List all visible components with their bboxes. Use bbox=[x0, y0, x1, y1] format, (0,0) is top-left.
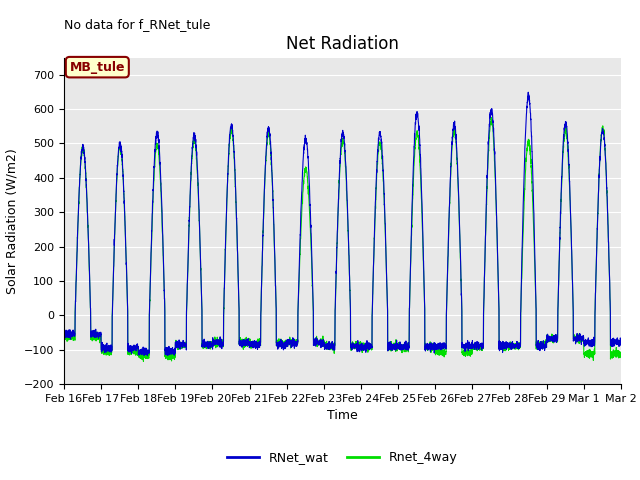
RNet_wat bbox=[436, 341, 444, 347]
Y-axis label: Solar Radiation (W/m2): Solar Radiation (W/m2) bbox=[5, 148, 18, 294]
Rnet_4way bbox=[617, 349, 625, 355]
RNet_wat bbox=[322, 346, 330, 352]
Rnet_4way bbox=[436, 347, 444, 353]
RNet_wat bbox=[467, 344, 475, 350]
Rnet_4way bbox=[161, 286, 168, 292]
Legend: RNet_wat, Rnet_4way: RNet_wat, Rnet_4way bbox=[223, 446, 462, 469]
Rnet_4way bbox=[60, 332, 68, 337]
RNet_wat bbox=[524, 89, 532, 95]
RNet_wat bbox=[617, 339, 625, 345]
Line: Rnet_4way: Rnet_4way bbox=[64, 118, 621, 361]
Rnet_4way bbox=[499, 343, 507, 349]
RNet_wat bbox=[161, 288, 168, 294]
Rnet_4way bbox=[322, 341, 330, 347]
Rnet_4way bbox=[488, 115, 495, 120]
Title: Net Radiation: Net Radiation bbox=[286, 35, 399, 53]
Rnet_4way bbox=[467, 348, 475, 354]
RNet_wat bbox=[60, 332, 68, 338]
Text: No data for f_RNet_tule: No data for f_RNet_tule bbox=[64, 19, 211, 32]
RNet_wat bbox=[143, 353, 151, 359]
X-axis label: Time: Time bbox=[327, 409, 358, 422]
RNet_wat bbox=[499, 345, 507, 351]
Text: MB_tule: MB_tule bbox=[70, 60, 125, 73]
Rnet_4way bbox=[140, 359, 147, 364]
Line: RNet_wat: RNet_wat bbox=[64, 92, 621, 356]
Rnet_4way bbox=[616, 351, 624, 357]
RNet_wat bbox=[616, 335, 624, 341]
